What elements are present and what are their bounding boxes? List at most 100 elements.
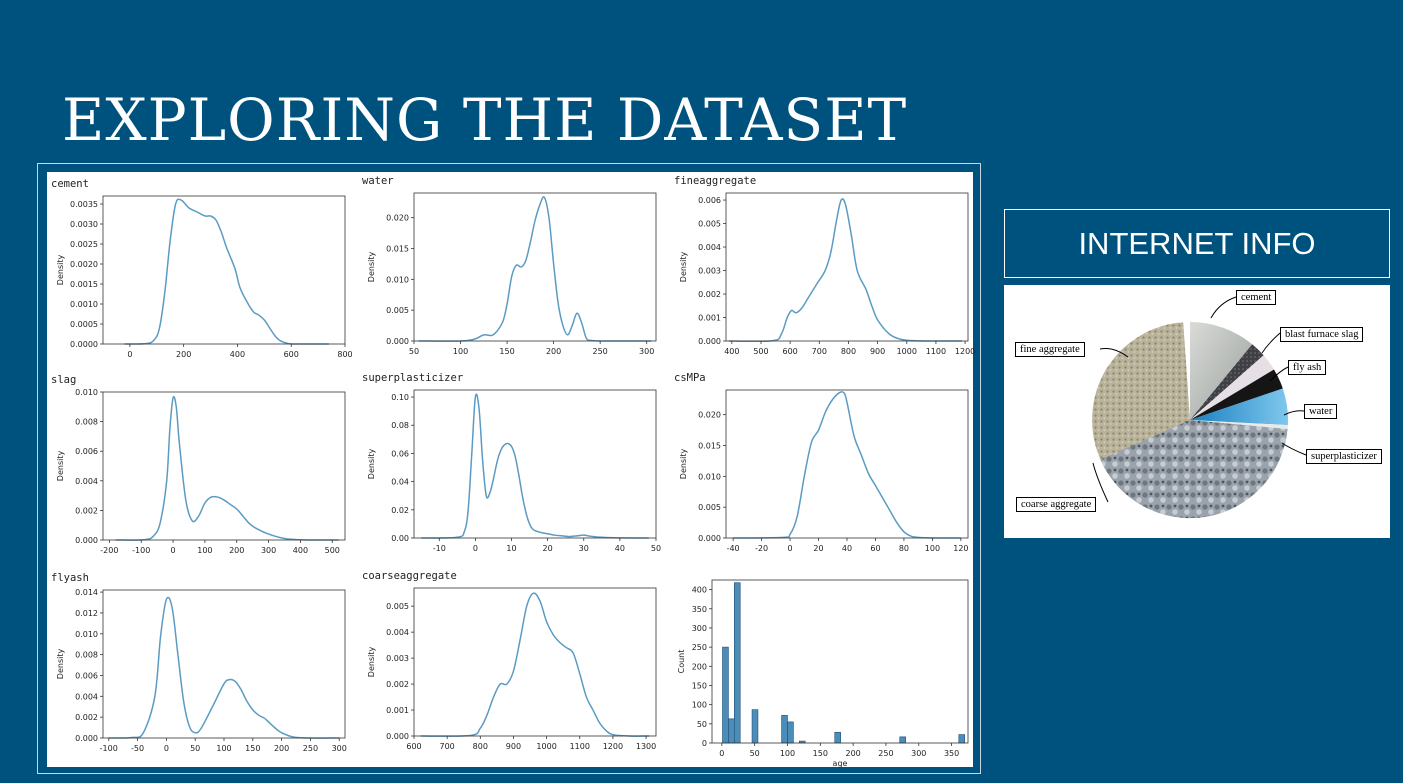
x-tick-label: 0 [719,749,724,758]
y-tick-label: 0.0015 [70,280,98,289]
y-tick-label: 0.006 [698,196,721,205]
histogram-bar [787,721,794,744]
x-tick-label: 600 [406,742,421,751]
x-tick-label: 0 [171,546,176,555]
y-tick-label: 0.003 [386,654,409,663]
x-tick-label: 800 [841,347,856,356]
black-slice [1190,369,1283,420]
y-tick-label: 0.008 [75,651,98,660]
x-axis-label: age [833,759,848,768]
chart-svg: 400 500 600 700 800 900 1000 1100 1200 0.000 0.001… [679,192,975,356]
histogram-bar [781,715,788,744]
x-tick-label: 100 [453,347,468,356]
superplasticizer-density-plot: superplasticizer -10 0 10 20 30 40 50 0.00 0.02 0.… [362,372,662,562]
y-tick-label: 350 [692,605,707,614]
coarseaggregate-density-plot: coarseaggregate 600 700 800 900 1000 1100 1200 1… [362,570,662,760]
x-tick-label: 500 [753,347,768,356]
y-tick-label: 0.04 [391,478,409,487]
x-tick-label: 0 [164,744,169,753]
x-tick-label: 20 [543,544,553,553]
x-tick-label: 50 [409,347,419,356]
y-tick-label: 0.010 [75,630,98,639]
x-tick-label: -100 [100,744,118,753]
chart-svg: 50 100 150 200 250 300 0.000 0.005 0.010 0.015 0.0… [367,192,657,356]
y-tick-label: 0.006 [75,447,98,456]
x-tick-label: 40 [842,544,852,553]
x-tick-label: 1300 [636,742,656,751]
slag-density-plot: slag -200 -100 0 100 200 300 400 500 0.000 0.002 0.… [51,374,351,564]
density-curve [733,391,961,539]
density-curve [420,592,650,737]
pie-label-coarse-aggregate: coarse aggregate [1016,497,1097,512]
y-tick-label: 0.0035 [70,200,98,209]
x-tick-label: 40 [615,544,625,553]
y-tick-label: 0.000 [75,536,98,545]
density-curve [421,393,649,539]
y-tick-label: 0.004 [386,628,409,637]
x-tick-label: 50 [190,744,200,753]
y-axis-label: Density [56,451,65,482]
chart-svg: -10 0 10 20 30 40 50 0.00 0.02 0.04 0.06 0.08 0.10 De… [367,389,661,553]
density-curve [418,196,652,342]
axes-frame [102,391,346,541]
fly-ash-slice [1190,355,1274,420]
y-tick-label: 0.004 [75,477,98,486]
axes-frame [413,192,657,342]
y-tick-label: 0.0025 [70,240,98,249]
x-tick-label: -10 [433,544,446,553]
axes-frame [102,589,346,739]
x-tick-label: 100 [197,546,212,555]
chart-svg: -100 -50 0 50 100 150 200 250 300 0.000 0.002 0.004… [56,588,347,753]
x-tick-label: 700 [440,742,455,751]
x-tick-label: 1000 [897,347,917,356]
axes-frame [413,389,657,539]
x-tick-label: 120 [953,544,968,553]
chart-svg: -40 -20 0 20 40 60 80 100 120 0.000 0.005 0.010 0.01… [679,389,969,553]
blast-furnace-slag-slice [1190,344,1264,420]
ingredients-pie-svg [1092,296,1307,519]
axes-frame [725,389,969,539]
x-tick-label: 60 [870,544,880,553]
histogram-bar [751,709,759,744]
y-tick-label: 0.002 [75,506,98,515]
x-tick-label: 300 [332,744,347,753]
x-tick-label: 20 [813,544,823,553]
axes-frame [413,587,657,737]
plots-frame [37,163,981,774]
x-tick-label: 150 [499,347,514,356]
coarse-aggregate-slice [1100,420,1288,519]
y-tick-label: 0.014 [75,588,98,597]
x-tick-label: 500 [325,546,340,555]
x-tick-label: 50 [750,749,760,758]
flyash-density-plot: flyash -100 -50 0 50 100 150 200 250 300 0.000 0.00… [51,572,351,762]
y-tick-label: 0.010 [75,388,98,397]
x-tick-label: 400 [230,350,245,359]
y-tick-label: 0.005 [698,220,721,229]
pie-slices [1092,322,1289,519]
internet-info-header: INTERNET INFO [1004,209,1390,278]
fineaggregate-density-plot: fineaggregate 400 500 600 700 800 900 1000 1100 1… [674,175,975,365]
y-tick-label: 300 [692,624,707,633]
x-tick-label: 10 [506,544,516,553]
x-tick-label: 200 [546,347,561,356]
y-tick-label: 0.010 [386,275,409,284]
x-tick-label: 200 [274,744,289,753]
concrete-ingredients-pie-image: cement blast furnace slag fly ash water … [1004,285,1390,538]
x-tick-label: 250 [303,744,318,753]
x-tick-label: 0 [127,350,132,359]
y-axis-label: Density [56,649,65,680]
y-tick-label: 0.003 [698,267,721,276]
x-tick-label: 300 [261,546,276,555]
y-axis-label: Density [679,252,688,283]
pie-label-cement: cement [1236,290,1277,305]
x-tick-label: 900 [870,347,885,356]
y-tick-label: 0.012 [75,609,98,618]
x-tick-label: 200 [176,350,191,359]
y-tick-label: 200 [692,662,707,671]
water-slice [1190,388,1289,426]
x-tick-label: -50 [131,744,144,753]
axes-frame [102,195,346,345]
density-curve [108,596,340,739]
y-tick-label: 0.015 [698,442,721,451]
x-tick-label: 0 [788,544,793,553]
